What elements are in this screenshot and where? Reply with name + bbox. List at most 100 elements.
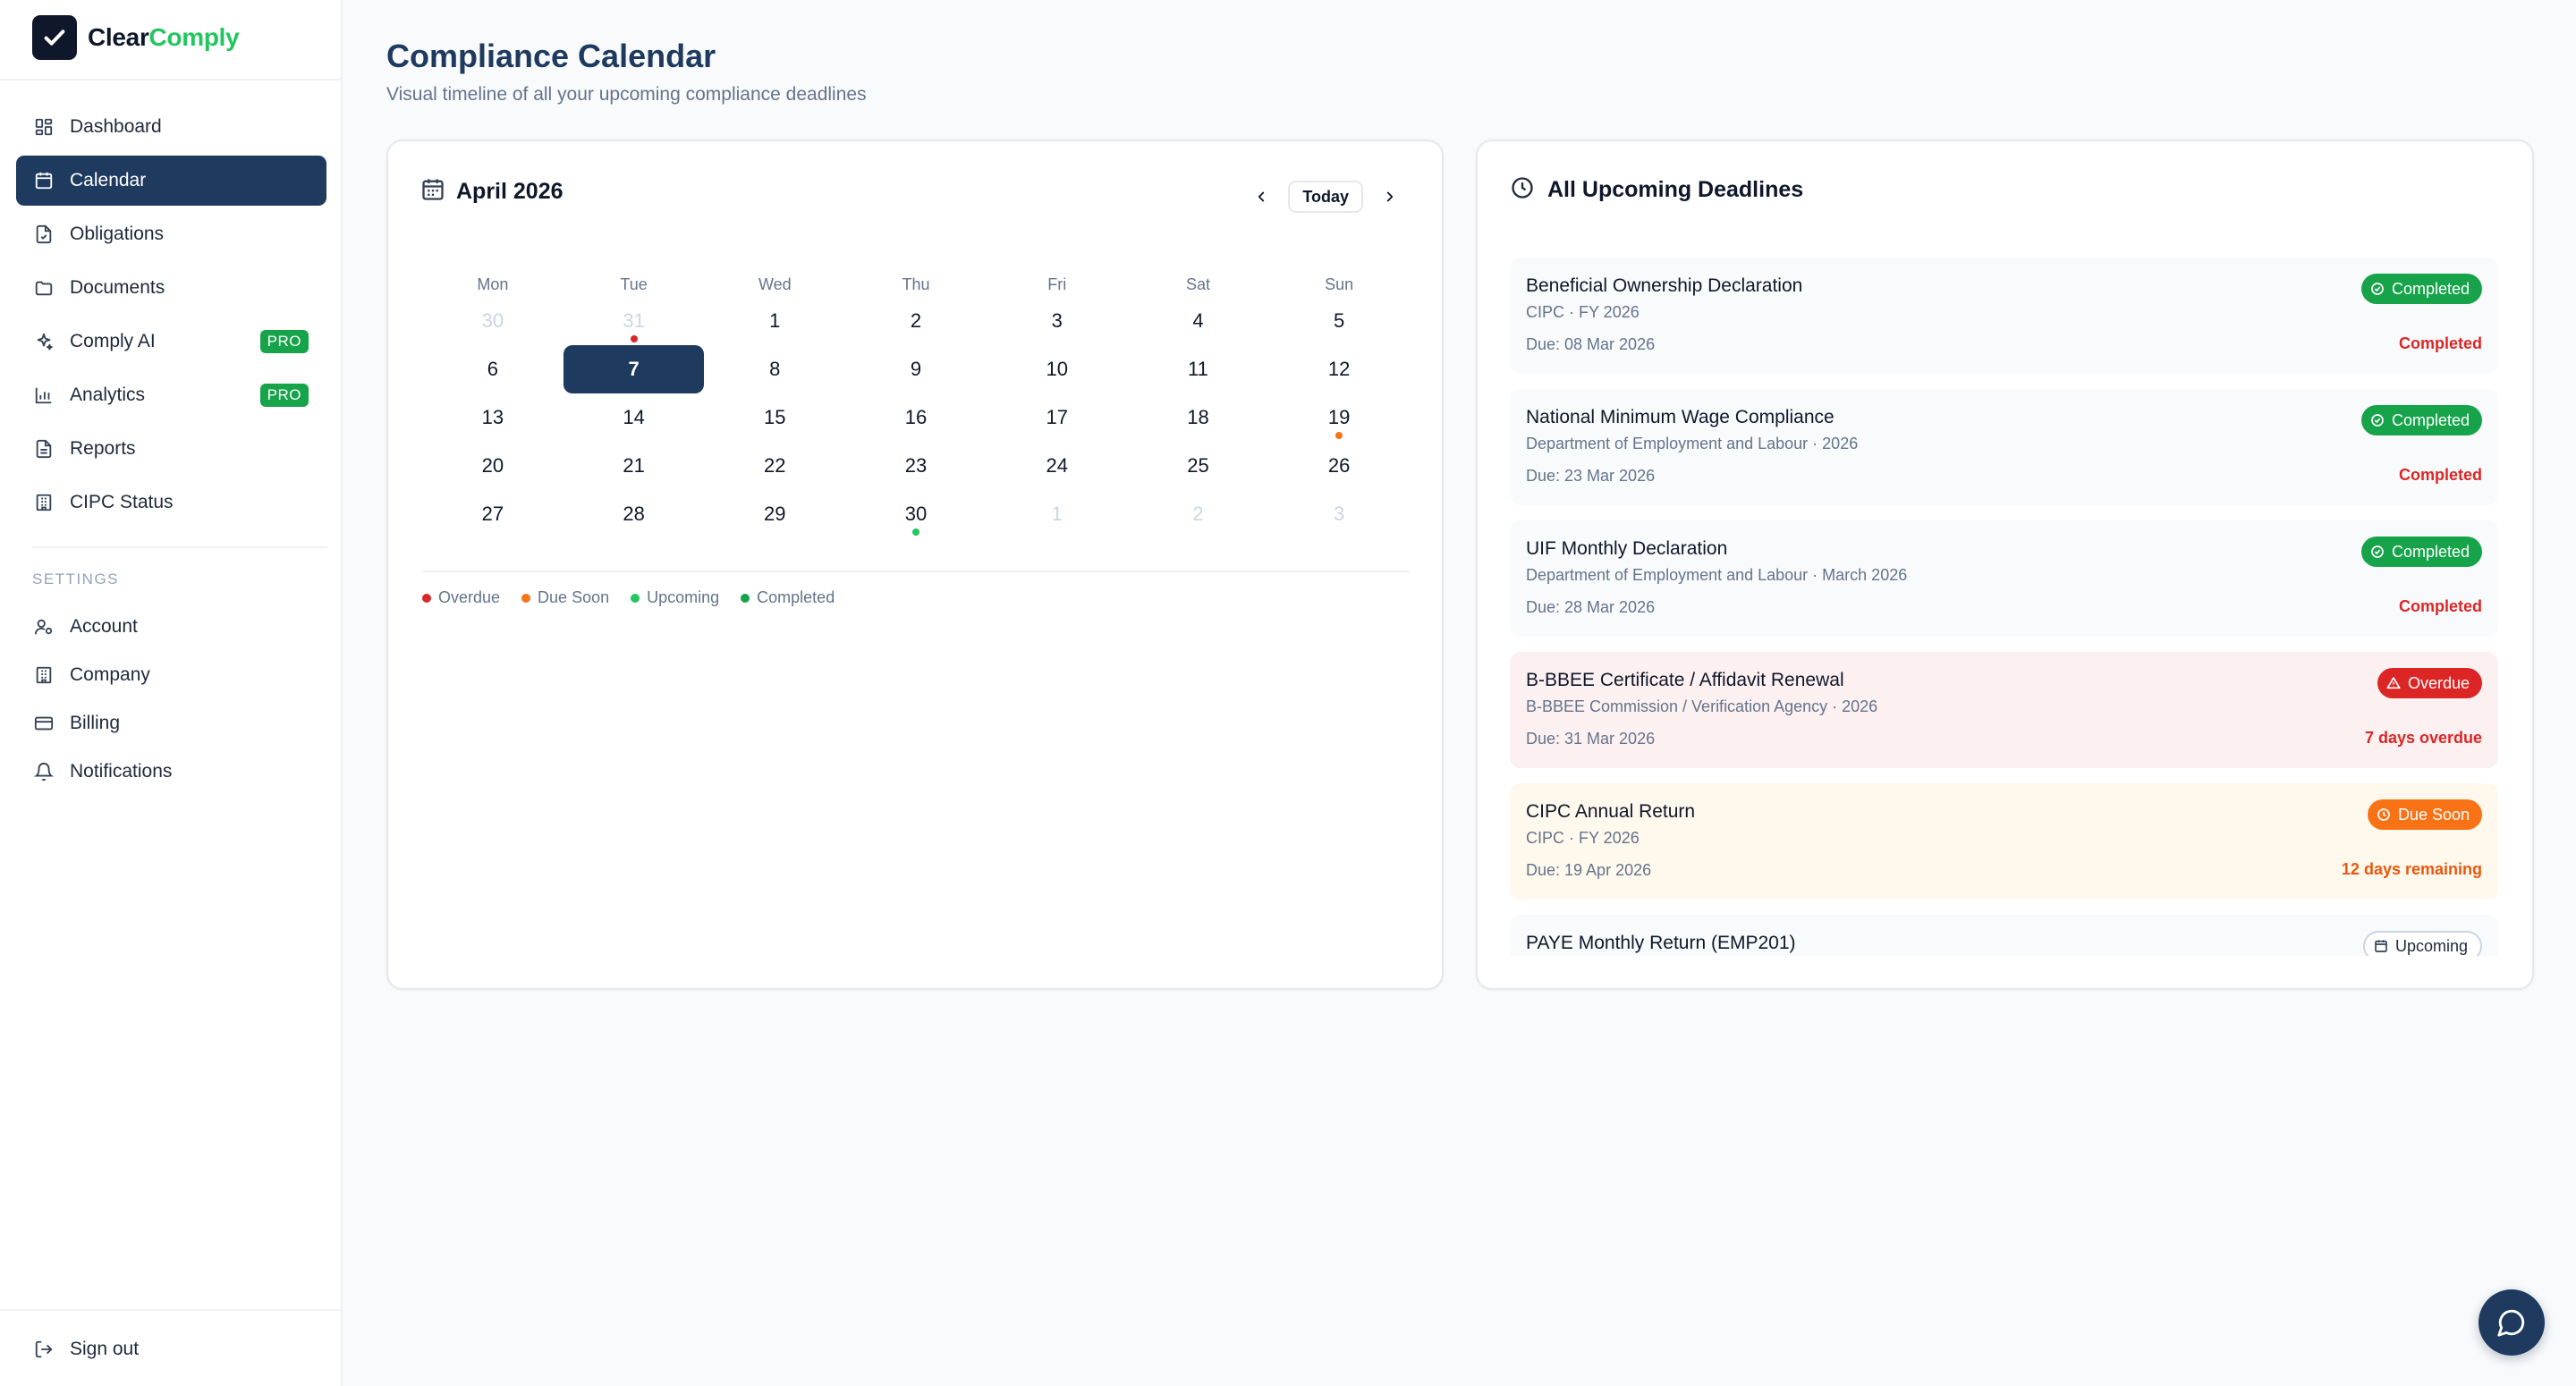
calendar-day[interactable]: 4 xyxy=(1128,297,1269,345)
deadline-name: Beneficial Ownership Declaration xyxy=(1526,275,1803,296)
deadline-status-text: Completed xyxy=(2398,597,2482,615)
legend-dot xyxy=(741,593,750,603)
calendar-day[interactable]: 30 xyxy=(422,297,564,345)
deadline-item[interactable]: Beneficial Ownership Declaration CIPC · F… xyxy=(1510,258,2498,374)
sidebar-item-label: Dashboard xyxy=(70,116,162,137)
calendar-header: April 2026 xyxy=(420,177,564,207)
sidebar-item-calendar[interactable]: Calendar xyxy=(16,156,326,206)
deadline-due-date: Due: 28 Mar 2026 xyxy=(1526,598,1656,616)
calendar-day[interactable]: 3 xyxy=(987,297,1128,345)
calendar-day-number: 19 xyxy=(1327,406,1351,428)
calendar-card: April 2026 Today Mon Tue Wed Thu Fri Sat… xyxy=(386,139,1444,990)
calendar-day[interactable]: 21 xyxy=(564,442,705,490)
legend-dot xyxy=(521,593,531,603)
legend-item-overdue: Overdue xyxy=(422,588,500,607)
calendar-day[interactable]: 19 xyxy=(1268,393,1410,442)
deadline-authority: Department of Employment and Labour · 20… xyxy=(1526,435,1859,452)
calendar-day[interactable]: 17 xyxy=(987,393,1128,442)
sidebar-item-documents[interactable]: Documents xyxy=(16,263,326,313)
sidebar-item-label: Analytics xyxy=(70,385,146,405)
calendar-day[interactable]: 26 xyxy=(1268,442,1410,490)
calendar-day[interactable]: 3 xyxy=(1268,490,1410,538)
deadline-item[interactable]: National Minimum Wage Compliance Departme… xyxy=(1510,389,2498,505)
calendar-day[interactable]: 15 xyxy=(704,393,845,442)
sign-out-button[interactable]: Sign out xyxy=(16,1324,326,1374)
sidebar-item-dashboard[interactable]: Dashboard xyxy=(16,102,326,152)
calendar-day[interactable]: 16 xyxy=(845,393,987,442)
calendar-day-number: 9 xyxy=(910,358,922,380)
deadline-item[interactable]: B-BBEE Certificate / Affidavit Renewal B-… xyxy=(1510,652,2498,768)
message-circle-icon xyxy=(2497,1309,2525,1337)
calendar-day[interactable]: 20 xyxy=(422,442,564,490)
deadlines-card: All Upcoming Deadlines Beneficial Owners… xyxy=(1476,139,2534,990)
divider xyxy=(0,79,342,80)
deadline-item[interactable]: UIF Monthly Declaration Department of Emp… xyxy=(1510,520,2498,637)
sidebar-item-obligations[interactable]: Obligations xyxy=(16,209,326,259)
calendar-day[interactable]: 5 xyxy=(1268,297,1410,345)
deadline-dot xyxy=(630,335,638,342)
chevron-right-icon xyxy=(1386,191,1394,202)
calendar-day[interactable]: 31 xyxy=(564,297,705,345)
sidebar-item-billing[interactable]: Billing xyxy=(16,698,326,748)
sidebar-item-analytics[interactable]: Analytics PRO xyxy=(16,370,326,420)
pro-badge: PRO xyxy=(259,384,309,407)
sidebar-item-company[interactable]: Company xyxy=(16,650,326,700)
calendar-day[interactable]: 28 xyxy=(564,490,705,538)
calendar-day-today[interactable]: 7 xyxy=(563,345,705,393)
calendar-day[interactable]: 25 xyxy=(1128,442,1269,490)
check-circle-icon xyxy=(2370,282,2385,296)
today-button[interactable]: Today xyxy=(1288,181,1363,213)
calendar-day-number: 25 xyxy=(1187,454,1209,477)
deadline-item[interactable]: CIPC Annual Return CIPC · FY 2026 Due: 19 … xyxy=(1510,783,2498,900)
deadline-item[interactable]: PAYE Monthly Return (EMP201) Upcoming xyxy=(1510,915,2498,956)
calendar-day[interactable]: 24 xyxy=(987,442,1128,490)
sidebar-item-reports[interactable]: Reports xyxy=(16,424,326,474)
next-month-button[interactable] xyxy=(1372,179,1408,215)
status-badge: Completed xyxy=(2360,405,2482,435)
chat-button[interactable] xyxy=(2479,1289,2545,1356)
calendar-day-number: 15 xyxy=(764,406,786,428)
calendar-day[interactable]: 2 xyxy=(1128,490,1269,538)
dashboard-icon xyxy=(32,115,55,139)
calendar-day[interactable]: 1 xyxy=(704,297,845,345)
calendar-day[interactable]: 8 xyxy=(704,345,845,393)
bell-icon xyxy=(32,760,55,783)
calendar-day-number: 13 xyxy=(481,406,504,428)
sidebar-item-label: Comply AI xyxy=(70,331,156,351)
deadline-due-date: Due: 08 Mar 2026 xyxy=(1526,335,1656,353)
calendar-day[interactable]: 18 xyxy=(1128,393,1269,442)
calendar-day[interactable]: 14 xyxy=(564,393,705,442)
calendar-day[interactable]: 30 xyxy=(845,490,987,538)
sidebar-item-label: Company xyxy=(70,664,150,685)
deadline-authority: CIPC · FY 2026 xyxy=(1526,303,1640,321)
sidebar-item-notifications[interactable]: Notifications xyxy=(16,747,326,797)
calendar-icon xyxy=(420,177,445,207)
sidebar-item-label: Account xyxy=(70,616,138,637)
deadline-dot xyxy=(1335,432,1343,439)
sidebar-item-comply-ai[interactable]: Comply AI PRO xyxy=(16,317,326,367)
sidebar-item-account[interactable]: Account xyxy=(16,602,326,652)
previous-month-button[interactable] xyxy=(1243,179,1279,215)
deadlines-list[interactable]: Beneficial Ownership Declaration CIPC · F… xyxy=(1510,258,2498,956)
weekday-label: Sun xyxy=(1325,275,1354,293)
calendar-day[interactable]: 6 xyxy=(422,345,564,393)
calendar-day[interactable]: 11 xyxy=(1128,345,1269,393)
calendar-day[interactable]: 10 xyxy=(987,345,1128,393)
check-circle-icon xyxy=(2370,413,2385,427)
brand[interactable]: ClearComply xyxy=(32,15,240,60)
calendar-day-number: 4 xyxy=(1192,309,1204,332)
calendar-day[interactable]: 12 xyxy=(1268,345,1410,393)
divider xyxy=(422,570,1410,572)
building-icon xyxy=(32,491,55,514)
calendar-day[interactable]: 27 xyxy=(422,490,564,538)
calendar-day[interactable]: 29 xyxy=(704,490,845,538)
sidebar-item-cipc-status[interactable]: CIPC Status xyxy=(16,477,326,528)
calendar-day[interactable]: 22 xyxy=(704,442,845,490)
calendar-day[interactable]: 9 xyxy=(845,345,987,393)
calendar-day[interactable]: 1 xyxy=(987,490,1128,538)
calendar-day[interactable]: 23 xyxy=(845,442,987,490)
calendar-day[interactable]: 2 xyxy=(845,297,987,345)
calendar-day-number: 14 xyxy=(623,406,645,428)
legend-dot xyxy=(422,593,431,603)
calendar-day[interactable]: 13 xyxy=(422,393,564,442)
